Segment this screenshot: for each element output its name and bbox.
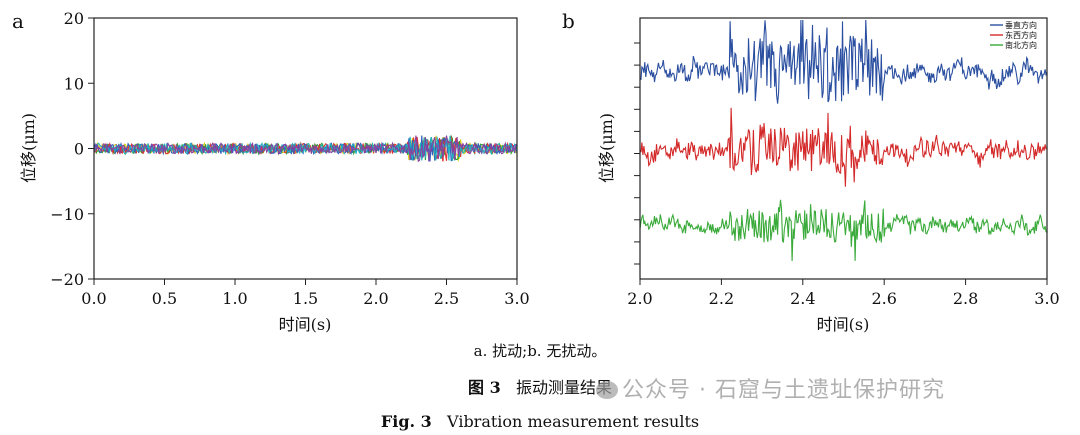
panel-b-y-axis [634,42,640,265]
panel-a-ytick-label: 0 [74,140,84,159]
panel-a-xtick-label: 1.0 [222,289,247,308]
legend-label-eastwest: 东西方向 [1005,30,1037,40]
panel-b-label: b [562,9,575,33]
figure-caption-cn-title: 振动测量结果 [515,378,612,397]
figure-subcaption: a. 扰动;b. 无扰动。 [473,342,607,360]
figure-caption-en-label: Fig. 3 [380,412,432,431]
panel-b-x-axis: 2.0 2.2 2.4 2.6 2.8 3.0 [627,279,1060,308]
panel-b: b 2.0 2.2 2.4 2.6 2.8 3.0 垂直方向 东西方向 南北方向 时间(s… [562,9,1060,334]
panel-b-xtick-label: 2.6 [871,289,896,308]
panel-b-xtick-label: 2.8 [953,289,978,308]
panel-b-legend: 垂直方向 东西方向 南北方向 [990,20,1037,50]
panel-a-xtick-label: 0.5 [152,289,177,308]
watermark: 公众号 · 石窟与土遗址保护研究 [596,372,945,404]
watermark-text: 公众号 · 石窟与土遗址保护研究 [622,378,945,403]
panel-b-ylabel: 位移(μm) [597,113,616,183]
panel-b-series-2 [639,107,1048,187]
panel-a-y-axis: −20 −10 0 10 20 [50,9,94,289]
figure-caption-cn-label: 图 3 [468,378,501,397]
panel-a-xtick-label: 2.0 [363,289,388,308]
panel-b-series-group [639,19,1048,262]
panel-b-xtick-label: 2.2 [709,289,734,308]
panel-a-xtick-label: 1.5 [293,289,318,308]
panel-b-series-1 [639,19,1048,104]
figure-caption-en-title: Vibration measurement results [447,412,700,431]
panel-a-series-6 [93,135,518,163]
legend-label-northsouth: 南北方向 [1005,40,1037,50]
panel-a-ylabel: 位移(μm) [19,113,38,183]
panel-a-xtick-label: 2.5 [434,289,459,308]
legend-label-vertical: 垂直方向 [1005,20,1037,30]
panel-a-xlabel: 时间(s) [279,315,332,334]
panel-b-series-3 [639,199,1048,262]
panel-a-ytick-label: −20 [50,270,84,289]
panel-a-ytick-label: −10 [50,205,84,224]
panel-b-xlabel: 时间(s) [817,315,870,334]
panel-a-plot-frame [93,17,518,280]
panel-b-xtick-label: 2.4 [790,289,815,308]
panel-b-plot-frame [639,17,1048,280]
panel-b-xtick-label: 2.0 [627,289,652,308]
panel-b-xtick-label: 3.0 [1034,289,1059,308]
panel-a-label: a [12,9,24,33]
panel-a-ytick-label: 20 [64,9,84,28]
panel-a-xtick-label: 0.0 [81,289,106,308]
figure-caption-en: Fig. 3 Vibration measurement results [0,412,1080,431]
panel-a: a 0.0 0.5 1.0 1.5 2.0 2.5 3.0 −20 −10 0 10 20 时间(s… [12,9,530,334]
panel-a-xtick-label: 3.0 [504,289,529,308]
panel-a-x-axis: 0.0 0.5 1.0 1.5 2.0 2.5 3.0 [81,279,530,308]
figure-caption-cn: 图 3 振动测量结果 [0,374,1080,398]
panel-a-series-group [93,134,518,163]
wechat-icon [596,381,618,399]
panel-a-ytick-label: 10 [64,74,84,93]
